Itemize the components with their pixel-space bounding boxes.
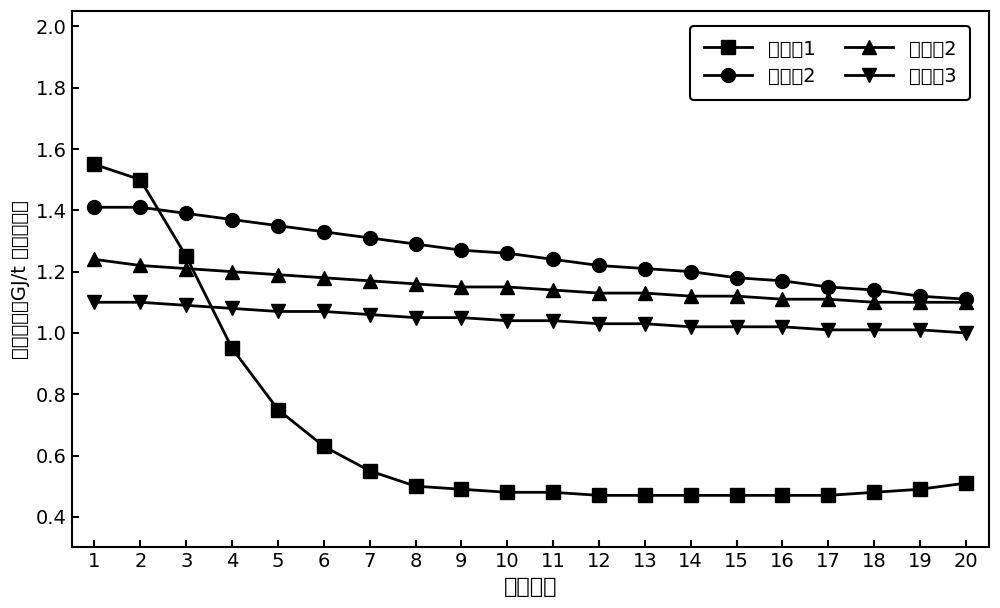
对比例1 — [318, 443, 330, 450]
对比例1 — [914, 486, 926, 493]
对比例1 — [731, 492, 743, 499]
对比例2 — [960, 295, 972, 303]
实施例3 — [410, 314, 422, 321]
对比例2 — [914, 292, 926, 300]
实施例2 — [180, 265, 192, 272]
对比例2 — [868, 286, 880, 294]
实施例3 — [134, 299, 146, 306]
实施例3 — [822, 326, 834, 334]
对比例1 — [639, 492, 651, 499]
实施例3 — [226, 305, 238, 312]
对比例1 — [272, 406, 284, 413]
实施例2 — [547, 286, 559, 294]
实施例3 — [776, 323, 788, 330]
实施例2 — [914, 299, 926, 306]
实施例3 — [501, 317, 513, 324]
X-axis label: 循环次数: 循环次数 — [503, 577, 557, 597]
实施例3 — [88, 299, 100, 306]
对比例1 — [364, 467, 376, 474]
对比例2 — [134, 204, 146, 211]
对比例1 — [180, 253, 192, 260]
对比例1 — [226, 345, 238, 352]
实施例2 — [639, 289, 651, 297]
对比例2 — [593, 262, 605, 269]
对比例2 — [685, 268, 697, 275]
实施例2 — [364, 277, 376, 285]
实施例3 — [364, 311, 376, 318]
对比例2 — [455, 246, 467, 254]
对比例2 — [547, 256, 559, 263]
对比例2 — [501, 250, 513, 257]
实施例2 — [593, 289, 605, 297]
实施例2 — [960, 299, 972, 306]
对比例2 — [822, 283, 834, 291]
实施例3 — [685, 323, 697, 330]
对比例1 — [134, 176, 146, 184]
对比例1 — [868, 489, 880, 496]
对比例1 — [593, 492, 605, 499]
实施例3 — [272, 308, 284, 315]
对比例1 — [410, 483, 422, 490]
对比例2 — [180, 210, 192, 217]
对比例2 — [776, 277, 788, 285]
实施例3 — [318, 308, 330, 315]
实施例2 — [410, 280, 422, 288]
Y-axis label: 能量密度（GJ/t 储热介质）: 能量密度（GJ/t 储热介质） — [11, 200, 30, 359]
实施例2 — [776, 295, 788, 303]
实施例2 — [868, 299, 880, 306]
Line: 实施例3: 实施例3 — [88, 295, 973, 340]
对比例1 — [501, 489, 513, 496]
实施例3 — [455, 314, 467, 321]
对比例2 — [639, 265, 651, 272]
实施例2 — [88, 256, 100, 263]
对比例1 — [88, 161, 100, 168]
对比例1 — [547, 489, 559, 496]
对比例1 — [822, 492, 834, 499]
实施例2 — [685, 292, 697, 300]
实施例3 — [593, 320, 605, 327]
对比例2 — [731, 274, 743, 282]
实施例2 — [272, 271, 284, 278]
实施例2 — [455, 283, 467, 291]
Legend: 对比例1, 对比例2, 实施例2, 实施例3: 对比例1, 对比例2, 实施例2, 实施例3 — [690, 26, 970, 100]
Line: 实施例2: 实施例2 — [88, 252, 973, 309]
实施例3 — [731, 323, 743, 330]
实施例2 — [226, 268, 238, 275]
对比例2 — [88, 204, 100, 211]
对比例2 — [318, 228, 330, 235]
实施例2 — [731, 292, 743, 300]
对比例1 — [960, 480, 972, 487]
实施例3 — [180, 302, 192, 309]
实施例2 — [318, 274, 330, 282]
Line: 对比例2: 对比例2 — [88, 200, 973, 306]
实施例2 — [822, 295, 834, 303]
对比例2 — [226, 216, 238, 223]
实施例3 — [868, 326, 880, 334]
对比例1 — [455, 486, 467, 493]
实施例3 — [639, 320, 651, 327]
实施例3 — [547, 317, 559, 324]
对比例2 — [364, 234, 376, 241]
实施例3 — [960, 330, 972, 337]
实施例3 — [914, 326, 926, 334]
对比例1 — [685, 492, 697, 499]
Line: 对比例1: 对比例1 — [88, 157, 973, 502]
对比例2 — [272, 222, 284, 229]
对比例1 — [776, 492, 788, 499]
对比例2 — [410, 240, 422, 247]
实施例2 — [134, 262, 146, 269]
实施例2 — [501, 283, 513, 291]
